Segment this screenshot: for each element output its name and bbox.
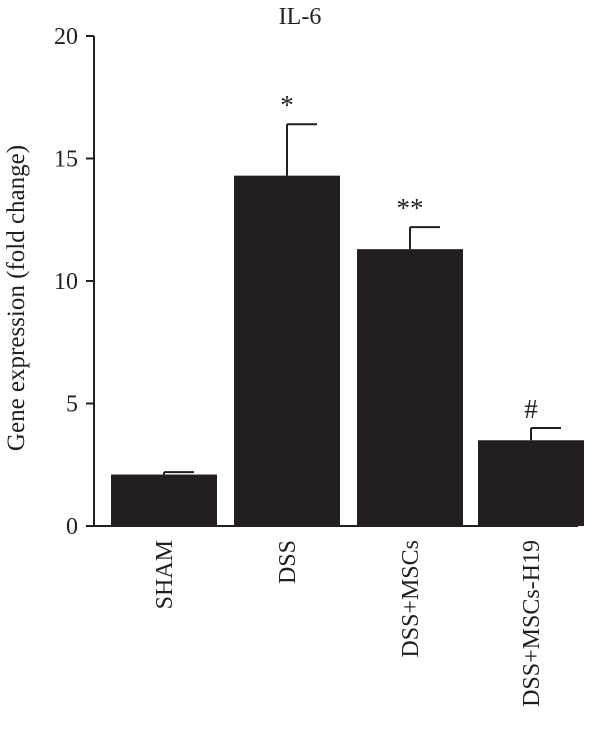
y-tick-label: 5 [66, 392, 78, 418]
chart-title: IL-6 [279, 4, 322, 30]
bar [111, 474, 217, 526]
y-tick-label: 20 [54, 24, 78, 50]
x-tick-label: DSS [275, 540, 301, 584]
y-tick-label: 10 [54, 269, 78, 295]
x-tick-label: DSS+MSCs-H19 [519, 540, 545, 707]
x-tick-label: DSS+MSCs [398, 540, 424, 658]
significance-marker: # [524, 394, 538, 424]
annotations: ***# [280, 90, 538, 424]
bar [478, 440, 584, 526]
bar [357, 249, 463, 526]
x-tick-label: SHAM [152, 540, 178, 609]
x-tick-labels: SHAM DSS DSS+MSCs DSS+MSCs-H19 [152, 540, 545, 707]
significance-marker: * [280, 90, 294, 120]
y-tick-label: 0 [66, 514, 78, 540]
y-axis-label: Gene expression (fold change) [3, 145, 30, 451]
y-tick-label: 15 [54, 147, 78, 173]
y-ticks: 0 5 10 15 20 [54, 24, 94, 540]
bars [111, 175, 584, 526]
significance-marker: ** [397, 193, 424, 223]
error-bars [163, 123, 561, 475]
bar [234, 175, 340, 526]
